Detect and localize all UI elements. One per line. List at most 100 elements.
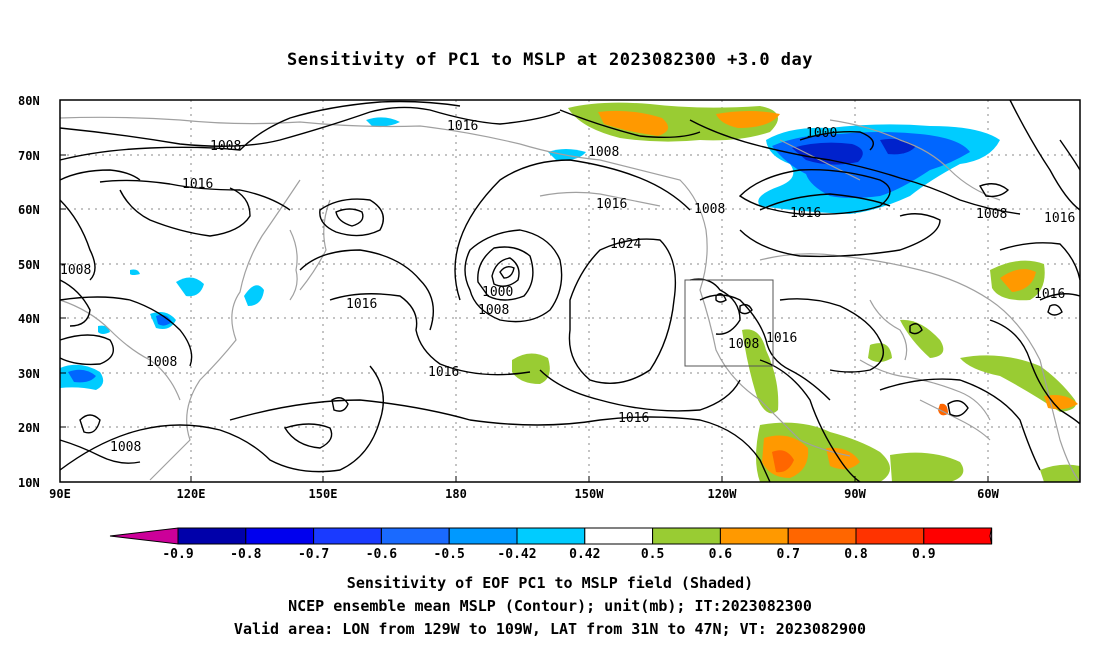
axis-ticks	[60, 99, 989, 482]
colorbar-segment	[584, 527, 654, 545]
colorbar-left-arrow	[109, 527, 179, 545]
positive-patch	[598, 110, 669, 136]
positive-patch	[716, 111, 780, 128]
isobar	[879, 378, 1041, 471]
isobar	[491, 257, 520, 287]
contour-label: 1008	[478, 303, 509, 318]
coastline	[59, 116, 521, 145]
contour-label: 1008	[588, 145, 619, 160]
caption-contour: NCEP ensemble mean MSLP (Contour); unit(…	[288, 597, 812, 615]
mslp-contours	[59, 99, 1081, 483]
contour-label: 1008	[146, 355, 177, 370]
isobar	[799, 130, 874, 151]
colorbar-tick-label: 0.5	[641, 547, 664, 562]
positive-patch	[512, 353, 550, 384]
colorbar-tick-label: 0.8	[844, 547, 868, 562]
contour-labels: 1016 1008 1008 1016 1016 1016 1008 1000 …	[60, 119, 1075, 455]
shaded-positive-sensitivity	[512, 102, 1080, 482]
lon-label: 150E	[309, 487, 338, 501]
shaded-negative-sensitivity	[60, 117, 1000, 390]
longitude-labels: 90E 120E 150E 180 150W 120W 90W 60W	[49, 487, 999, 501]
negative-patch	[244, 285, 264, 306]
colorbar-tick-label: -0.7	[298, 547, 329, 562]
coastline	[289, 229, 298, 301]
contour-label: 1016	[1044, 211, 1075, 226]
colorbar-tick-label: 0.42	[569, 547, 600, 562]
isobar	[283, 423, 333, 449]
positive-patch	[1040, 464, 1080, 482]
lat-label: 10N	[18, 476, 40, 490]
caption-valid-area: Valid area: LON from 129W to 109W, LAT f…	[233, 620, 867, 638]
isobar	[59, 334, 114, 366]
lat-label: 40N	[18, 312, 40, 326]
lon-label: 90W	[844, 487, 866, 501]
contour-label: 1008	[110, 440, 141, 455]
colorbar-segment	[448, 527, 518, 545]
caption-shaded: Sensitivity of EOF PC1 to MSLP field (Sh…	[346, 574, 754, 592]
isobar	[1039, 293, 1081, 301]
colorbar-segment	[787, 527, 857, 545]
isobar	[229, 399, 771, 483]
isobar	[59, 199, 96, 281]
negative-patch	[156, 314, 172, 326]
positive-patch	[742, 329, 779, 414]
isobar	[477, 246, 534, 301]
contour-label: 1000	[806, 126, 837, 141]
positive-patch	[900, 319, 944, 358]
positive-patch	[1000, 269, 1036, 292]
isobar	[59, 279, 91, 327]
coastline	[859, 359, 991, 421]
isobar	[59, 100, 461, 161]
contour-label: 1016	[790, 206, 821, 221]
latitude-labels: 80N 70N 60N 50N 40N 30N 20N 10N	[18, 94, 40, 490]
isobar	[99, 179, 291, 211]
colorbar-right-arrow	[989, 527, 993, 545]
lon-label: 120E	[177, 487, 206, 501]
isobar	[689, 119, 1021, 215]
contour-label: 1016	[447, 119, 478, 134]
isobar	[759, 193, 891, 211]
isobar	[539, 369, 741, 412]
lon-label: 60W	[977, 487, 999, 501]
colorbar-tick-label: -0.6	[366, 547, 397, 562]
coastline	[919, 399, 991, 441]
colorbar-tick-label: -0.42	[497, 547, 536, 562]
isobar	[1047, 304, 1063, 316]
lat-label: 50N	[18, 258, 40, 272]
isobar	[759, 359, 861, 483]
colorbar-segment	[177, 527, 247, 545]
positive-patch	[772, 450, 794, 473]
colorbar-tick-label: 0.9	[912, 547, 935, 562]
isobar	[738, 169, 891, 216]
negative-patch	[68, 369, 96, 383]
chart-title: Sensitivity of PC1 to MSLP at 2023082300…	[286, 50, 813, 70]
positive-patch	[826, 447, 860, 470]
valid-area-box	[684, 279, 774, 367]
colorbar-segment	[652, 527, 721, 545]
positive-patch	[890, 452, 964, 482]
contour-label: 1016	[182, 177, 213, 192]
coastline	[779, 139, 861, 181]
colorbar-segment	[380, 527, 450, 545]
isobar	[739, 213, 941, 258]
isobar	[331, 397, 349, 412]
colorbar-tick-label: 0.6	[709, 547, 733, 562]
lat-label: 60N	[18, 203, 40, 217]
isobar	[559, 109, 701, 139]
contour-label: 1024	[610, 237, 641, 252]
map-border	[59, 99, 1081, 483]
isobar	[739, 303, 753, 315]
colorbar-segment	[719, 527, 789, 545]
contour-label: 1016	[1034, 287, 1065, 302]
coastline	[539, 191, 661, 207]
isobar	[335, 208, 364, 227]
positive-patch	[868, 343, 892, 362]
isobar	[779, 298, 884, 373]
colorbar-segment	[516, 527, 586, 545]
contour-label: 1016	[596, 197, 627, 212]
contour-label: 1008	[60, 263, 91, 278]
contour-label: 1008	[976, 207, 1007, 222]
lat-label: 70N	[18, 149, 40, 163]
isobar	[59, 106, 561, 147]
